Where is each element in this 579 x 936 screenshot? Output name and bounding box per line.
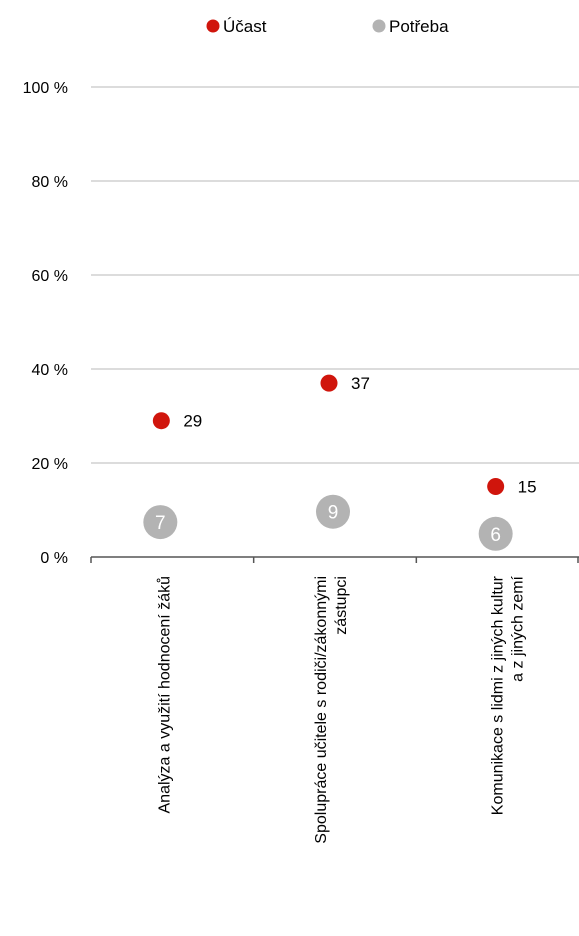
potreba-point <box>478 516 513 551</box>
y-tick-label: 80 % <box>32 174 68 191</box>
legend-label: Potřeba <box>389 17 449 36</box>
ucast-point <box>320 374 338 392</box>
y-tick-label: 60 % <box>32 268 68 285</box>
ucast-point <box>152 412 170 430</box>
y-tick-label: 0 % <box>40 550 68 567</box>
x-category-label: Analýza a využití hodnocení žáků <box>155 576 173 813</box>
x-category-label-line: a z jiných zemí <box>510 575 527 681</box>
x-category-label-line: Spolupráce učitele s rodiči/zákonnými <box>313 576 330 844</box>
potreba-point <box>143 505 178 540</box>
ucast-value-label: 15 <box>518 478 537 497</box>
ucast-point <box>487 478 505 495</box>
x-category-label: Komunikace s lidmi z jiných kultur a z ji… <box>490 575 527 815</box>
y-tick-label: 100 % <box>23 80 68 97</box>
legend: Účast Potřeba <box>206 17 449 36</box>
y-tick-label: 40 % <box>32 362 68 379</box>
legend-marker <box>372 19 386 33</box>
x-category-label-line: Komunikace s lidmi z jiných kultur <box>490 575 507 815</box>
gridlines <box>91 86 579 464</box>
x-axis: Analýza a využití hodnocení žáků Spoluprá… <box>90 556 579 844</box>
potreba-value-label: 6 <box>490 525 501 546</box>
x-category-label: Spolupráce učitele s rodiči/zákonnými zás… <box>313 576 350 844</box>
potreba-point <box>316 494 350 529</box>
x-category-label-line: Analýza a využití hodnocení žáků <box>155 576 173 813</box>
data-points: 7 9 6 29 37 15 <box>143 374 537 551</box>
ucast-value-label: 29 <box>183 412 202 431</box>
y-axis: 0 % 20 % 40 % 60 % 80 % 100 % <box>23 80 68 567</box>
legend-marker <box>206 19 220 33</box>
potreba-value-label: 9 <box>328 503 339 524</box>
legend-label: Účast <box>223 17 267 36</box>
ucast-value-label: 37 <box>351 374 370 393</box>
x-category-label-line: zástupci <box>333 576 350 635</box>
y-tick-label: 20 % <box>32 456 68 473</box>
potreba-value-label: 7 <box>155 513 166 534</box>
